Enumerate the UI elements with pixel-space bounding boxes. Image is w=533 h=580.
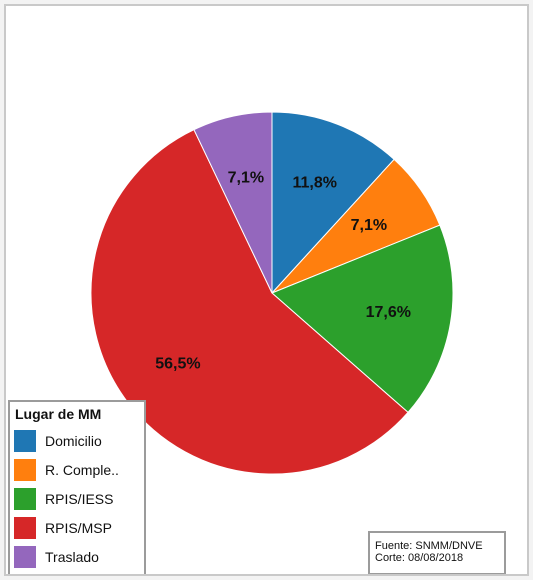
source-line: Fuente: SNMM/DNVE [375, 540, 483, 552]
slice-value-label: 11,8% [292, 175, 336, 192]
legend-swatch [14, 546, 36, 568]
legend: Lugar de MM Domicilio R. Comple.. RPIS/I… [8, 400, 146, 574]
slice-value-label: 7,1% [228, 169, 264, 186]
slice-value-label: 17,6% [366, 304, 411, 321]
legend-label: Domicilio [45, 433, 102, 449]
legend-swatch [14, 517, 36, 539]
pie-chart: 11,8% 7,1% 17,6% 56,5% 7,1% [90, 111, 454, 475]
slice-value-label: 7,1% [351, 217, 387, 234]
legend-swatch [14, 488, 36, 510]
pie-slice-domicilio[interactable] [271, 111, 395, 295]
legend-item-traslado[interactable]: Traslado [14, 546, 144, 568]
legend-item-domicilio[interactable]: Domicilio [14, 430, 144, 452]
legend-item-rpis-iess[interactable]: RPIS/IESS [14, 488, 144, 510]
cutoff-date-line: Corte: 08/08/2018 [375, 552, 464, 564]
legend-label: R. Comple.. [45, 462, 119, 478]
legend-label: Traslado [45, 549, 99, 565]
legend-swatch [14, 459, 36, 481]
pie-slice-rpis-iess[interactable] [271, 224, 454, 414]
legend-swatch [14, 430, 36, 452]
legend-item-rpis-msp[interactable]: RPIS/MSP [14, 517, 144, 539]
legend-title: Lugar de MM [15, 406, 102, 422]
chart-frame: 11,8% 7,1% 17,6% 56,5% 7,1% Lugar de MM Domi… [4, 4, 529, 576]
legend-label: RPIS/MSP [45, 520, 112, 536]
pie-slice-traslado[interactable] [193, 111, 273, 294]
legend-label: RPIS/IESS [45, 491, 114, 507]
legend-item-r-comple[interactable]: R. Comple.. [14, 459, 144, 481]
source-note: Fuente: SNMM/DNVE Corte: 08/08/2018 [368, 531, 506, 574]
slice-value-label: 56,5% [155, 356, 200, 373]
